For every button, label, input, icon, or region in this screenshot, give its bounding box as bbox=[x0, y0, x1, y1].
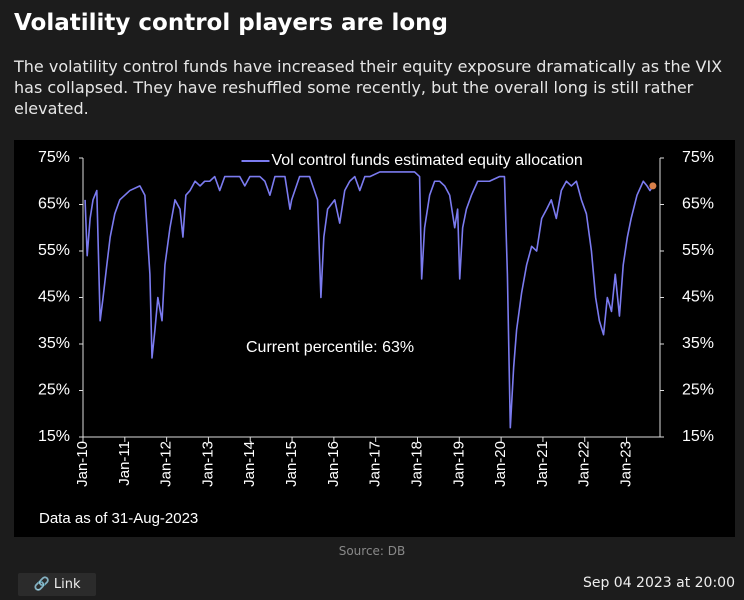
x-tick-label: Jan-19 bbox=[450, 441, 467, 487]
link-label[interactable]: Link bbox=[53, 577, 81, 592]
y2-tick-label: 35% bbox=[682, 335, 714, 352]
x-tick-label: Jan-15 bbox=[283, 441, 300, 487]
link-button[interactable]: 🔗 Link bbox=[18, 573, 96, 596]
y2-tick-label: 45% bbox=[682, 289, 714, 306]
x-tick-label: Jan-14 bbox=[241, 441, 258, 487]
timestamp: Sep 04 2023 at 20:00 bbox=[582, 575, 735, 591]
annotation: Current percentile: 63% bbox=[246, 339, 414, 356]
note: Data as of 31-Aug-2023 bbox=[39, 510, 198, 527]
y2-tick-label: 25% bbox=[682, 382, 714, 399]
chart: 15% 25% 35% 45% 55% 65% 75% 15% 25% 35% 45% 55% 65% 7… bbox=[14, 140, 735, 537]
y-tick-label: 65% bbox=[38, 196, 70, 213]
source: Source: DB bbox=[338, 544, 406, 558]
subtitle: The volatility control funds have increa… bbox=[14, 57, 723, 118]
x-tick-label: Jan-11 bbox=[116, 441, 133, 486]
y-tick-label: 15% bbox=[38, 428, 70, 445]
y-tick-label: 25% bbox=[38, 382, 70, 399]
y-tick-label: 75% bbox=[38, 149, 70, 166]
y2-tick-label: 55% bbox=[682, 242, 714, 259]
x-tick-label: Jan-18 bbox=[408, 441, 425, 487]
x-tick-label: Jan-13 bbox=[199, 441, 216, 487]
current-marker bbox=[649, 182, 657, 190]
y-tick-label: 35% bbox=[38, 335, 70, 352]
x-tick-label: Jan-22 bbox=[576, 441, 593, 487]
legend-label: Vol control funds estimated equity alloc… bbox=[272, 152, 583, 169]
y-tick-label: 45% bbox=[38, 289, 70, 306]
y-tick-label: 55% bbox=[38, 242, 70, 259]
y2-tick-label: 15% bbox=[682, 428, 714, 445]
x-tick-label: Jan-12 bbox=[158, 441, 175, 487]
x-tick-label: Jan-21 bbox=[534, 441, 551, 487]
x-tick-label: Jan-17 bbox=[367, 441, 384, 487]
x-tick-label: Jan-10 bbox=[74, 441, 91, 487]
y2-tick-label: 65% bbox=[682, 196, 714, 213]
title: Volatility control players are long bbox=[14, 10, 449, 36]
x-tick-label: Jan-23 bbox=[618, 441, 635, 487]
x-tick-label: Jan-16 bbox=[325, 441, 342, 487]
x-tick-label: Jan-20 bbox=[492, 441, 509, 487]
line-series bbox=[84, 171, 654, 429]
y2-tick-label: 75% bbox=[682, 149, 714, 166]
